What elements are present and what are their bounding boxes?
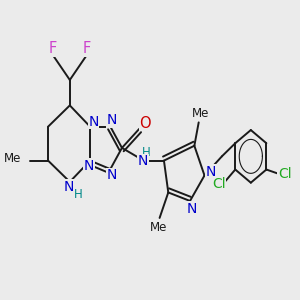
Text: N: N <box>88 115 99 129</box>
Text: H: H <box>74 188 82 201</box>
Text: N: N <box>138 154 148 169</box>
Text: Me: Me <box>149 221 167 234</box>
Text: N: N <box>206 165 216 179</box>
Text: N: N <box>63 180 74 194</box>
Text: Cl: Cl <box>212 176 226 190</box>
Text: Me: Me <box>4 152 21 165</box>
Text: N: N <box>106 113 117 127</box>
Text: Me: Me <box>191 106 209 120</box>
Text: Cl: Cl <box>278 167 292 181</box>
Text: F: F <box>83 41 91 56</box>
Text: O: O <box>139 116 151 131</box>
Text: N: N <box>186 202 197 216</box>
Text: F: F <box>48 41 57 56</box>
Text: H: H <box>142 146 151 160</box>
Text: N: N <box>83 159 94 173</box>
Text: N: N <box>106 169 117 182</box>
